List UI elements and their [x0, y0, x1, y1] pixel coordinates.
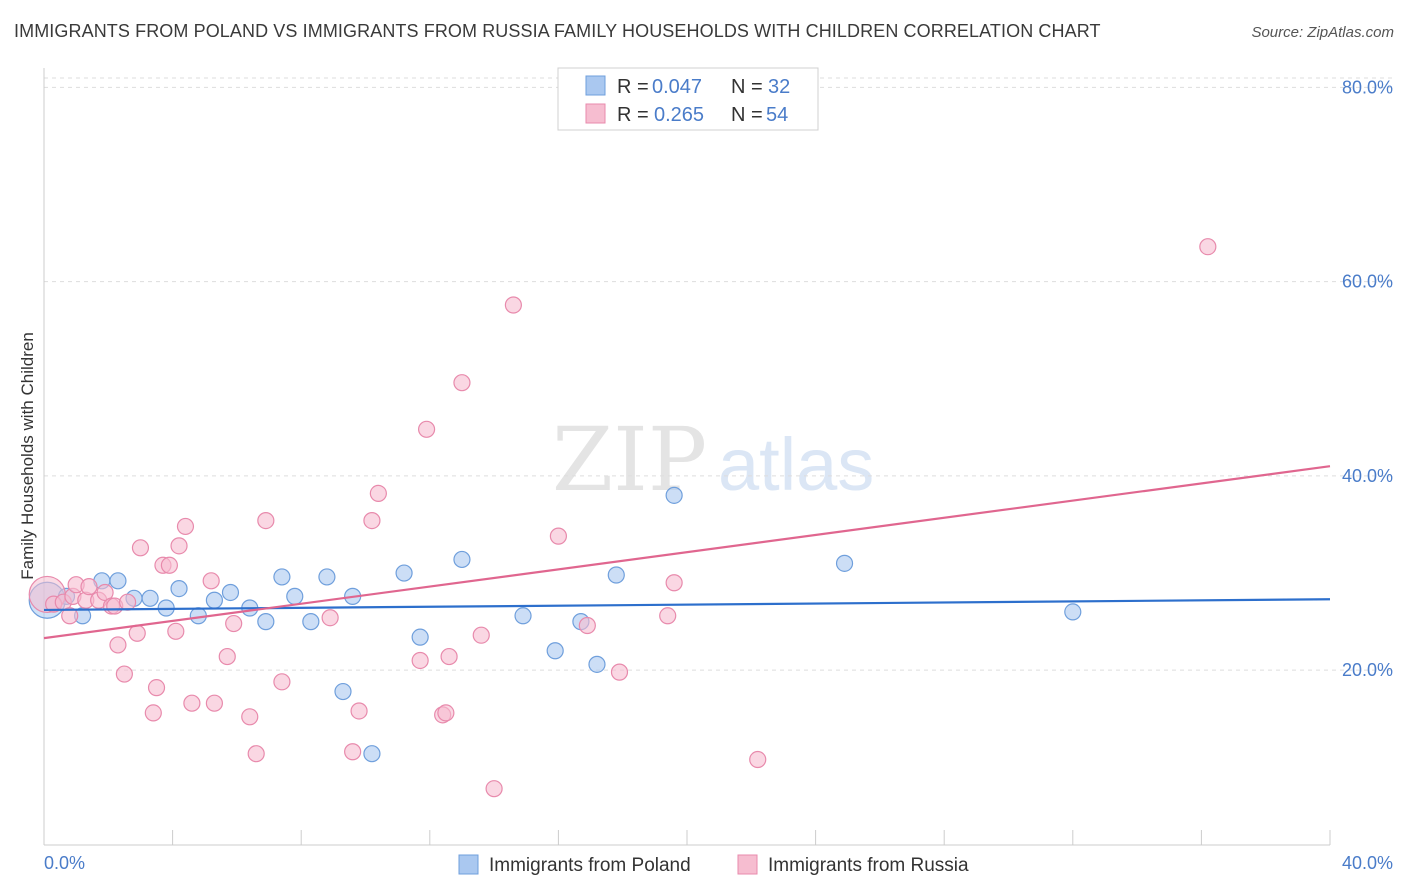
poland-point-8 — [170, 579, 188, 598]
poland-point-21 — [395, 564, 413, 582]
trend-lines — [43, 465, 1331, 640]
poland-point-20 — [363, 745, 381, 763]
russia-point-29 — [241, 708, 259, 726]
legend-poland-n-value: 32 — [768, 76, 790, 98]
y-tick-label-40: 40.0% — [1342, 466, 1393, 486]
russia-point-45 — [485, 780, 503, 798]
poland-point-29 — [665, 486, 683, 504]
russia-point-21 — [167, 622, 185, 640]
russia-point-22 — [170, 537, 188, 555]
russia-trend-line — [43, 465, 1331, 640]
russia-point-13 — [115, 665, 133, 683]
russia-point-24 — [183, 694, 201, 712]
russia-point-51 — [665, 574, 683, 592]
poland-point-23 — [453, 550, 471, 569]
poland-point-18 — [334, 682, 352, 701]
russia-point-43 — [453, 374, 471, 392]
russia-point-38 — [411, 651, 429, 670]
poland-point-17 — [318, 568, 336, 586]
legend-swatch-poland — [585, 75, 606, 96]
russia-point-49 — [610, 663, 629, 681]
legend-poland-r-label: R = — [617, 76, 649, 98]
series-legend-russia: Immigrants from Russia — [768, 855, 969, 876]
russia-point-44 — [472, 626, 490, 644]
y-axis-tick-labels: 20.0% 40.0% 60.0% 80.0% — [1342, 77, 1393, 680]
russia-points — [28, 238, 1217, 798]
russia-point-37 — [369, 484, 387, 503]
poland-point-30 — [835, 554, 854, 572]
chart-title: IMMIGRANTS FROM POLAND VS IMMIGRANTS FRO… — [14, 21, 1101, 41]
russia-point-12 — [109, 636, 127, 654]
russia-point-47 — [549, 527, 568, 545]
russia-point-18 — [147, 679, 166, 697]
series-legend-swatch-russia — [737, 854, 758, 875]
series-legend-poland: Immigrants from Poland — [489, 855, 691, 876]
russia-point-15 — [128, 624, 146, 642]
russia-point-46 — [504, 296, 522, 314]
x-tick-label-1: 40.0% — [1342, 853, 1393, 873]
russia-point-14 — [118, 593, 137, 611]
russia-point-52 — [749, 750, 767, 769]
poland-trend-line — [43, 598, 1331, 612]
russia-point-31 — [257, 512, 275, 530]
source-credit: Source: ZipAtlas.com — [1251, 24, 1394, 41]
russia-point-41 — [437, 704, 455, 722]
russia-point-30 — [247, 745, 265, 763]
legend-russia-r-label: R = — [617, 104, 649, 126]
poland-point-22 — [411, 628, 429, 646]
legend-russia-r-value: 0.265 — [654, 104, 704, 126]
russia-point-27 — [218, 647, 236, 666]
poland-point-6 — [141, 589, 159, 607]
grid-lines — [44, 77, 1393, 671]
poland-point-31 — [1064, 603, 1082, 621]
russia-point-25 — [202, 572, 220, 590]
russia-point-23 — [176, 517, 195, 536]
russia-point-7 — [80, 578, 98, 596]
legend-poland-n-label: N = — [731, 76, 763, 98]
russia-point-28 — [225, 614, 243, 633]
russia-point-26 — [205, 694, 223, 712]
russia-point-16 — [131, 539, 150, 557]
russia-point-33 — [321, 609, 339, 627]
watermark-zip: ZIP — [552, 408, 707, 511]
series-legend: Immigrants from Poland Immigrants from R… — [458, 854, 969, 876]
russia-point-32 — [273, 673, 291, 691]
russia-point-3 — [61, 607, 79, 625]
poland-point-28 — [607, 566, 625, 584]
poland-point-25 — [546, 642, 564, 660]
russia-point-50 — [659, 607, 677, 625]
russia-point-53 — [1199, 238, 1217, 256]
poland-point-13 — [257, 613, 275, 631]
correlation-legend: R = 0.047 N = 32 R = 0.265 N = 54 — [557, 67, 819, 131]
russia-point-39 — [417, 420, 436, 438]
russia-point-36 — [363, 512, 381, 530]
legend-swatch-russia — [585, 103, 606, 124]
poland-point-10 — [205, 591, 223, 609]
poland-point-14 — [273, 568, 291, 586]
poland-point-27 — [588, 655, 606, 673]
y-tick-label-80: 80.0% — [1342, 77, 1393, 97]
y-tick-label-60: 60.0% — [1342, 272, 1393, 292]
poland-point-4 — [109, 572, 127, 590]
watermark-atlas: atlas — [718, 423, 874, 506]
russia-point-17 — [144, 704, 162, 722]
russia-point-20 — [160, 556, 178, 574]
russia-point-42 — [440, 647, 458, 666]
poland-point-24 — [514, 607, 532, 625]
poland-point-11 — [221, 583, 240, 602]
legend-russia-n-label: N = — [731, 104, 763, 126]
poland-point-16 — [302, 613, 320, 631]
x-tick-label-0: 0.0% — [44, 853, 85, 873]
y-tick-label-20: 20.0% — [1342, 660, 1393, 680]
russia-point-35 — [350, 702, 368, 720]
russia-point-48 — [578, 616, 596, 635]
y-axis-label: Family Households with Children — [18, 332, 37, 580]
series-legend-swatch-poland — [458, 854, 479, 875]
x-axis-ticks — [43, 830, 1331, 845]
legend-poland-r-value: 0.047 — [652, 76, 702, 98]
russia-point-34 — [344, 743, 362, 761]
legend-russia-n-value: 54 — [766, 104, 788, 126]
poland-point-15 — [286, 587, 304, 605]
